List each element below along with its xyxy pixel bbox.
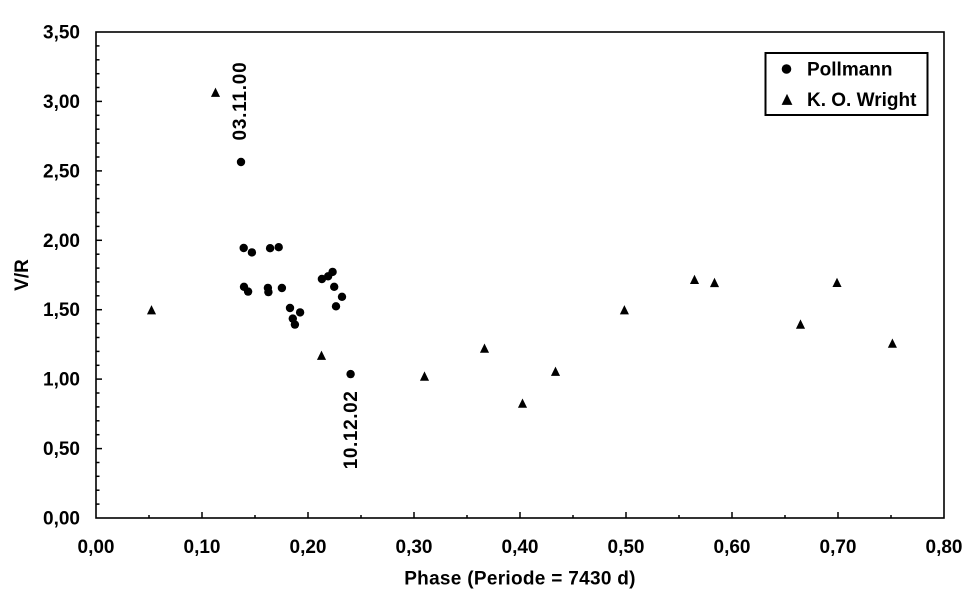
svg-text:0,30: 0,30 bbox=[396, 537, 433, 558]
svg-text:0,40: 0,40 bbox=[502, 537, 539, 558]
svg-text:2,00: 2,00 bbox=[43, 231, 80, 252]
svg-text:Phase (Periode = 7430 d): Phase (Periode = 7430 d) bbox=[404, 569, 636, 590]
svg-text:1,00: 1,00 bbox=[43, 370, 80, 391]
svg-text:0,50: 0,50 bbox=[608, 537, 645, 558]
svg-text:V/R: V/R bbox=[12, 259, 33, 291]
svg-text:K. O. Wright: K. O. Wright bbox=[807, 90, 917, 111]
svg-text:0,80: 0,80 bbox=[926, 537, 963, 558]
svg-text:0,20: 0,20 bbox=[290, 537, 327, 558]
svg-text:0,00: 0,00 bbox=[43, 509, 80, 530]
svg-text:10.12.02: 10.12.02 bbox=[341, 391, 362, 470]
svg-text:0,70: 0,70 bbox=[820, 537, 857, 558]
svg-text:0,60: 0,60 bbox=[714, 537, 751, 558]
svg-text:0,10: 0,10 bbox=[184, 537, 221, 558]
svg-text:3,50: 3,50 bbox=[43, 23, 80, 44]
svg-text:03.11.00: 03.11.00 bbox=[230, 62, 251, 141]
svg-text:2,50: 2,50 bbox=[43, 161, 80, 182]
svg-text:0,50: 0,50 bbox=[43, 439, 80, 460]
svg-text:0,00: 0,00 bbox=[78, 537, 115, 558]
svg-text:Pollmann: Pollmann bbox=[807, 60, 893, 81]
svg-text:3,00: 3,00 bbox=[43, 92, 80, 113]
svg-text:1,50: 1,50 bbox=[43, 300, 80, 321]
